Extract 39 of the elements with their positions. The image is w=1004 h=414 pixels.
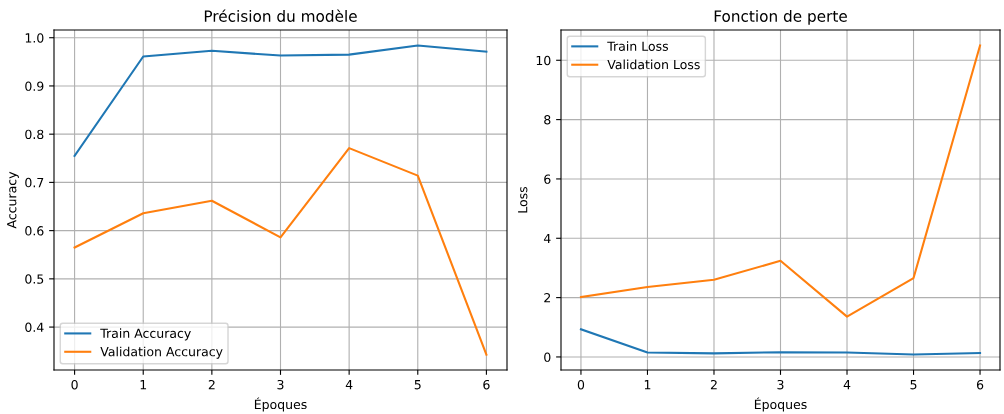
x-tick-label: 6 [976, 379, 984, 390]
x-tick-label: 5 [910, 380, 917, 390]
line-series [579, 328, 982, 356]
x-tick-label: 4 [843, 380, 851, 390]
x-axis-title: Époques [754, 397, 807, 412]
y-tick-label: 0.9 [25, 81, 44, 91]
x-tick-label: 0 [577, 379, 585, 390]
x-tick-label: 4 [345, 380, 353, 390]
y-tick-label: 0.7 [25, 177, 44, 188]
y-tick-label: 6 [544, 174, 551, 184]
y-axis-title: Loss [518, 186, 528, 213]
y-tick-label: 10 [536, 55, 551, 66]
y-tick-label: 0 [544, 352, 551, 362]
x-tick-label: 1 [140, 380, 147, 390]
y-tick-label: 0.4 [25, 322, 44, 332]
x-tick-label: 1 [644, 380, 651, 390]
chart-title: Précision du modèle [204, 9, 357, 22]
y-tick-label: 0.5 [25, 274, 44, 284]
x-tick-label: 5 [414, 380, 421, 390]
chart-title: Fonction de perte [714, 10, 847, 25]
x-tick-label: 3 [277, 379, 284, 390]
x-tick-label: 0 [71, 379, 78, 390]
y-tick-label: 1.0 [25, 33, 44, 43]
y-tick-label: 0.6 [25, 226, 44, 236]
x-tick-label: 6 [483, 379, 490, 390]
line-series [73, 44, 488, 157]
x-tick-label: 2 [208, 379, 215, 390]
legend-label: Validation Loss [607, 59, 700, 70]
y-tick-label: 2 [544, 293, 551, 303]
y-axis-title: Accuracy [7, 171, 19, 229]
legend-label: Train Accuracy [100, 328, 191, 341]
legend-label: Validation Accuracy [100, 346, 223, 359]
y-tick-label: 4 [543, 233, 551, 244]
y-tick-label: 8 [544, 115, 551, 125]
y-tick-label: 0.8 [25, 129, 44, 140]
x-tick-label: 3 [777, 379, 784, 390]
x-axis-title: Époques [254, 397, 307, 412]
legend-label: Train Loss [607, 41, 669, 51]
x-tick-label: 2 [710, 379, 717, 390]
